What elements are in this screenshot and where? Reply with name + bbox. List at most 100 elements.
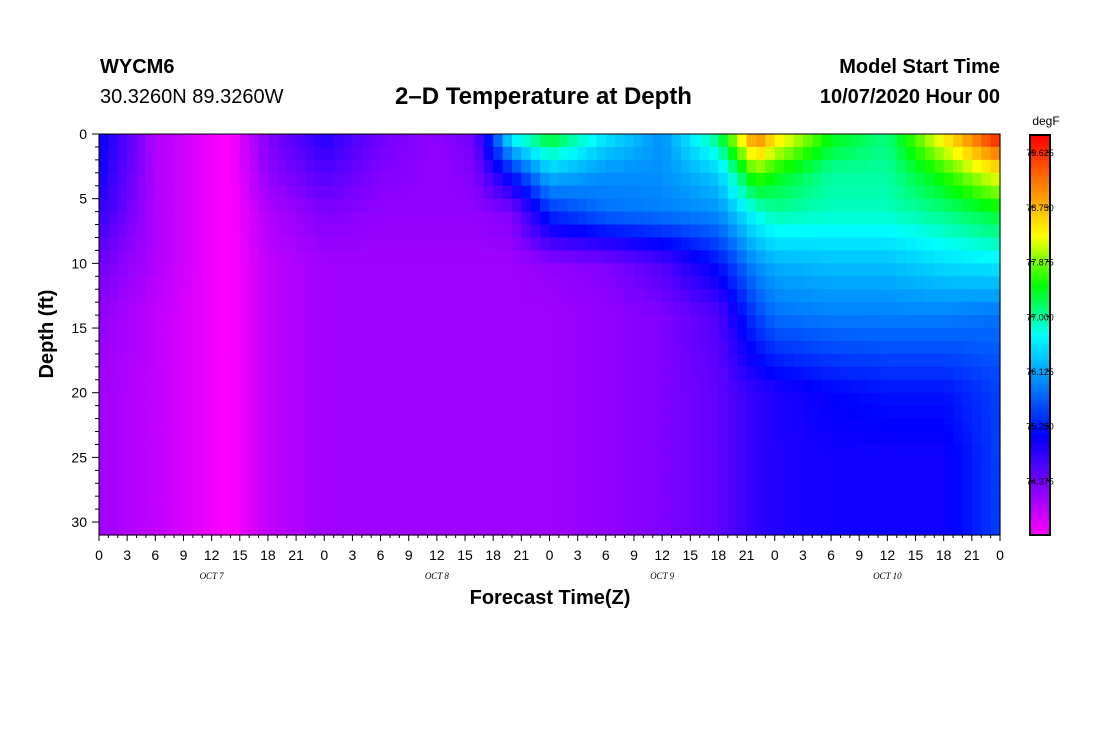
heatmap-cell	[174, 405, 185, 420]
heatmap-cell	[924, 185, 935, 200]
heatmap-cell	[934, 302, 945, 316]
heatmap-cell	[680, 315, 691, 329]
heatmap-cell	[455, 198, 466, 213]
heatmap-cell	[896, 302, 907, 316]
heatmap-cell	[568, 315, 579, 329]
heatmap-cell	[915, 522, 926, 536]
heatmap-cell	[408, 146, 419, 161]
colorbar-segment	[1030, 213, 1050, 216]
heatmap-cell	[174, 522, 185, 536]
heatmap-cell	[221, 366, 231, 381]
heatmap-cell	[831, 444, 842, 458]
heatmap-cell	[765, 522, 776, 536]
heatmap-cell	[314, 185, 325, 200]
heatmap-cell	[333, 353, 344, 368]
heatmap-cell	[521, 509, 532, 523]
heatmap-cell	[117, 159, 128, 174]
heatmap-cell	[690, 185, 701, 200]
heatmap-cell	[436, 159, 447, 174]
heatmap-cell	[812, 315, 823, 329]
heatmap-cell	[615, 289, 626, 303]
heatmap-cell	[981, 159, 992, 174]
heatmap-cell	[371, 315, 382, 329]
heatmap-cell	[427, 431, 438, 446]
heatmap-cell	[784, 353, 795, 368]
heatmap-cell	[821, 496, 832, 510]
heatmap-cell	[596, 444, 607, 458]
colorbar-segment	[1030, 383, 1050, 386]
heatmap-cell	[408, 366, 419, 381]
heatmap-cell	[784, 237, 795, 252]
heatmap-cell	[455, 134, 466, 148]
heatmap-cell	[596, 185, 607, 200]
heatmap-cell	[680, 431, 691, 446]
colorbar-segment	[1030, 181, 1050, 184]
heatmap-cell	[192, 444, 203, 458]
heatmap-cell	[389, 302, 400, 316]
heatmap-cell	[671, 328, 682, 342]
heatmap-cell	[727, 522, 738, 536]
heatmap-cell	[465, 276, 476, 290]
heatmap-cell	[455, 302, 466, 316]
heatmap-cell	[389, 470, 400, 484]
colorbar-segment	[1030, 297, 1050, 300]
x-tick-label: 21	[739, 547, 755, 563]
heatmap-cell	[446, 483, 457, 497]
heatmap-cell	[455, 237, 466, 252]
heatmap-cell	[962, 198, 973, 213]
heatmap-cell	[624, 263, 635, 277]
heatmap-cell	[427, 159, 438, 174]
heatmap-cell	[690, 444, 701, 458]
heatmap-cell	[737, 379, 748, 394]
heatmap-cell	[183, 328, 194, 342]
heatmap-cell	[474, 522, 485, 536]
heatmap-cell	[117, 237, 128, 252]
heatmap-cell	[286, 340, 297, 355]
heatmap-cell	[511, 328, 522, 342]
heatmap-cell	[587, 418, 598, 433]
heatmap-cell	[549, 185, 560, 200]
heatmap-cell	[737, 198, 748, 213]
heatmap-cell	[953, 224, 964, 239]
heatmap-cell	[427, 509, 438, 523]
heatmap-cell	[324, 276, 335, 290]
heatmap-cell	[408, 289, 419, 303]
heatmap-cell	[258, 522, 269, 536]
heatmap-cell	[849, 276, 860, 290]
colorbar-segment	[1030, 485, 1050, 488]
heatmap-cell	[314, 302, 325, 316]
heatmap-cell	[615, 418, 626, 433]
heatmap-cell	[971, 379, 982, 394]
heatmap-cell	[305, 379, 316, 394]
heatmap-cell	[793, 483, 804, 497]
heatmap-cell	[680, 496, 691, 510]
heatmap-cell	[164, 224, 175, 239]
heatmap-cell	[267, 340, 278, 355]
heatmap-cell	[455, 159, 466, 174]
heatmap-cell	[389, 509, 400, 523]
heatmap-cell	[202, 496, 213, 510]
colorbar-segment	[1030, 439, 1050, 442]
heatmap-cell	[953, 457, 964, 471]
heatmap-cell	[521, 353, 532, 368]
heatmap-cell	[840, 353, 851, 368]
heatmap-cell	[174, 509, 185, 523]
heatmap-cell	[352, 159, 363, 174]
heatmap-cell	[108, 392, 119, 407]
heatmap-cell	[587, 340, 598, 355]
heatmap-cell	[746, 224, 757, 239]
heatmap-cell	[352, 276, 363, 290]
heatmap-cell	[671, 159, 682, 174]
heatmap-cell	[436, 146, 447, 161]
heatmap-cell	[633, 224, 644, 239]
heatmap-cell	[174, 146, 185, 161]
colorbar-segment	[1030, 161, 1050, 164]
heatmap-cell	[953, 134, 964, 148]
heatmap-cell	[877, 134, 888, 148]
heatmap-cell	[286, 289, 297, 303]
colorbar-segment	[1030, 459, 1050, 462]
heatmap-cell	[821, 211, 832, 226]
heatmap-cell	[699, 522, 710, 536]
x-tick-label: 15	[457, 547, 473, 563]
heatmap-cell	[239, 315, 250, 329]
